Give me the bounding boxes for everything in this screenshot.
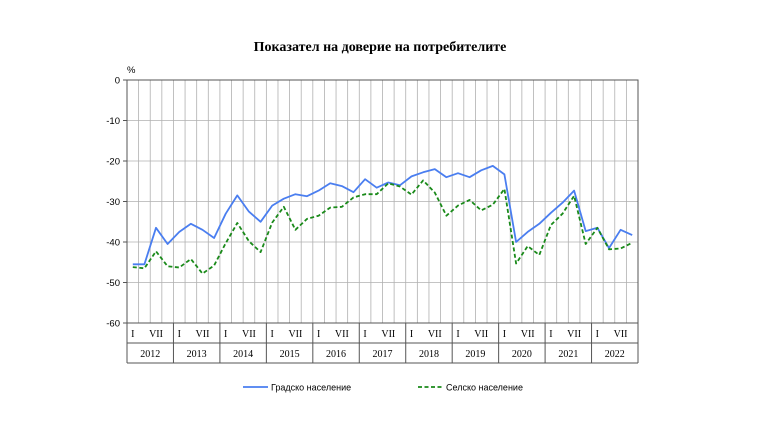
x-tick-label-month: I bbox=[549, 329, 552, 340]
x-tick-label-year: 2021 bbox=[558, 349, 578, 360]
y-tick-label: -60 bbox=[106, 319, 120, 330]
x-tick-label-month: I bbox=[131, 329, 134, 340]
series-line-rural bbox=[132, 179, 633, 275]
x-tick-label-year: 2014 bbox=[233, 349, 253, 360]
x-tick-label-year: 2022 bbox=[605, 349, 625, 360]
y-tick-label: -20 bbox=[106, 157, 120, 168]
y-tick-label: -50 bbox=[106, 278, 120, 289]
x-tick-label-year: 2018 bbox=[419, 349, 439, 360]
x-tick-label-month: I bbox=[410, 329, 413, 340]
y-tick-label: -40 bbox=[106, 238, 120, 249]
x-tick-label-month: VII bbox=[474, 329, 488, 340]
series-line-urban bbox=[132, 164, 633, 266]
x-tick-label-month: VII bbox=[149, 329, 163, 340]
x-tick-label-month: I bbox=[224, 329, 227, 340]
x-tick-label-year: 2019 bbox=[465, 349, 485, 360]
y-tick-label: -30 bbox=[106, 197, 120, 208]
x-tick-label-year: 2020 bbox=[512, 349, 532, 360]
x-tick-label-month: I bbox=[317, 329, 320, 340]
x-tick-label-year: 2017 bbox=[373, 349, 393, 360]
x-tick-label-month: VII bbox=[381, 329, 395, 340]
x-tick-label-month: VII bbox=[242, 329, 256, 340]
x-tick-label-month: I bbox=[363, 329, 366, 340]
x-tick-label-year: 2015 bbox=[280, 349, 300, 360]
x-tick-label-month: I bbox=[178, 329, 181, 340]
legend: Градско население Селско население bbox=[243, 383, 523, 393]
x-tick-label-month: VII bbox=[521, 329, 535, 340]
y-axis-unit-label: % bbox=[127, 65, 136, 76]
x-tick-label-month: VII bbox=[567, 329, 581, 340]
x-tick-label-month: VII bbox=[288, 329, 302, 340]
x-tick-label-month: I bbox=[596, 329, 599, 340]
chart-title: Показател на доверие на потребителите bbox=[254, 40, 507, 55]
x-tick-label-month: VII bbox=[335, 329, 349, 340]
legend-label-urban: Градско население bbox=[271, 383, 351, 393]
x-tick-label-month: I bbox=[456, 329, 459, 340]
grid-lines bbox=[126, 79, 639, 324]
x-tick-label-month: I bbox=[270, 329, 273, 340]
legend-label-rural: Селско население bbox=[446, 383, 523, 393]
y-tick-label: 0 bbox=[115, 76, 120, 87]
x-tick-label-month: VII bbox=[196, 329, 210, 340]
x-tick-label-year: 2016 bbox=[326, 349, 346, 360]
x-tick-label-month: VII bbox=[428, 329, 442, 340]
series-lines bbox=[132, 164, 633, 275]
x-axis: I VII 2012 I VII 2013 I VII 2014 I VII 2015 I VII 2016… bbox=[126, 323, 639, 364]
y-axis: 0 -10 -20 -30 -40 -50 -60 bbox=[106, 76, 127, 330]
x-tick-label-year: 2013 bbox=[187, 349, 207, 360]
x-tick-label-year: 2012 bbox=[140, 349, 160, 360]
x-tick-label-month: I bbox=[503, 329, 506, 340]
y-tick-label: -10 bbox=[106, 116, 120, 127]
x-tick-label-month: VII bbox=[614, 329, 628, 340]
